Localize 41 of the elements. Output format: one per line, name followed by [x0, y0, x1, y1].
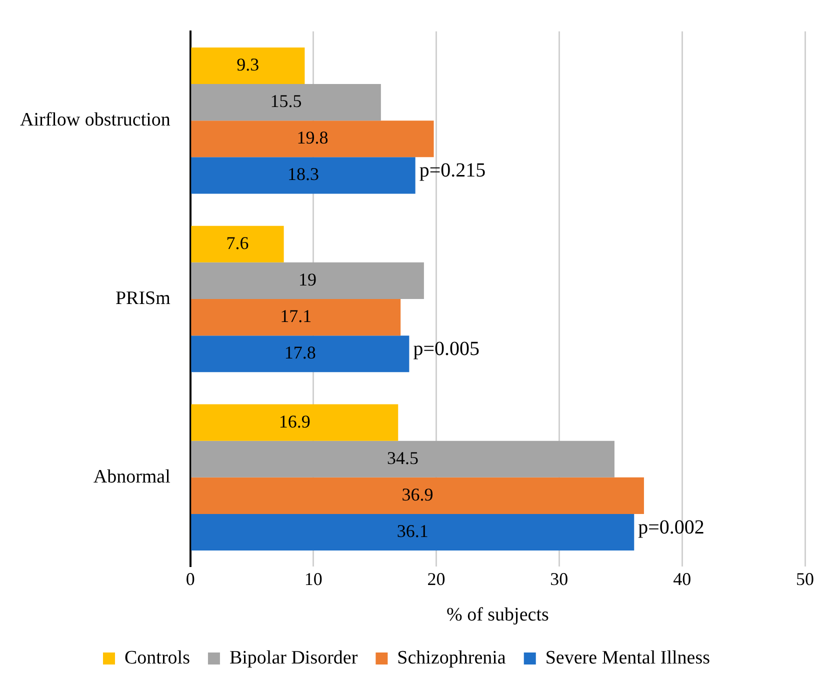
- bar: [191, 84, 381, 121]
- legend-label: Severe Mental Illness: [545, 647, 710, 668]
- x-tick-label: 40: [673, 569, 692, 590]
- bar: [191, 47, 305, 84]
- data-label: 17.1: [280, 306, 312, 326]
- data-label: 18.3: [287, 164, 319, 184]
- bar: [191, 336, 410, 372]
- bar: [191, 404, 398, 441]
- y-tick-label: Airflow obstruction: [20, 110, 171, 131]
- data-label: 19.8: [296, 128, 328, 148]
- data-label: 16.9: [278, 411, 310, 432]
- bar: [191, 120, 434, 158]
- legend-label: Controls: [124, 647, 190, 668]
- bar: [191, 440, 614, 478]
- annotation: p=0.215: [419, 160, 486, 182]
- x-tick-label: 10: [304, 569, 322, 590]
- annotation: p=0.002: [638, 516, 704, 539]
- bar: [191, 514, 634, 551]
- data-label: 9.3: [236, 54, 260, 74]
- annotation: p=0.005: [413, 338, 480, 360]
- bar: [191, 157, 416, 194]
- y-tick-label: PRISm: [115, 288, 171, 309]
- data-label: 36.1: [396, 520, 428, 541]
- data-label: 15.5: [270, 91, 302, 112]
- x-tick-label: 50: [796, 569, 814, 590]
- data-label: 7.6: [226, 232, 249, 253]
- bar: [191, 262, 424, 299]
- legend-label: Bipolar Disorder: [229, 647, 358, 668]
- data-label: 17.8: [284, 342, 316, 363]
- x-tick-label: 30: [550, 569, 568, 590]
- x-tick-label: 20: [427, 569, 446, 590]
- bar: [191, 226, 284, 262]
- data-label: 34.5: [387, 448, 419, 468]
- bar: [191, 477, 644, 514]
- data-label: 19: [298, 269, 317, 290]
- y-tick-label: Abnormal: [93, 466, 170, 488]
- bar: [191, 299, 401, 336]
- legend-label: Schizophrenia: [397, 647, 506, 668]
- data-label: 36.9: [402, 484, 434, 504]
- x-tick-label: 0: [186, 569, 195, 590]
- x-axis-title: % of subjects: [446, 604, 549, 626]
